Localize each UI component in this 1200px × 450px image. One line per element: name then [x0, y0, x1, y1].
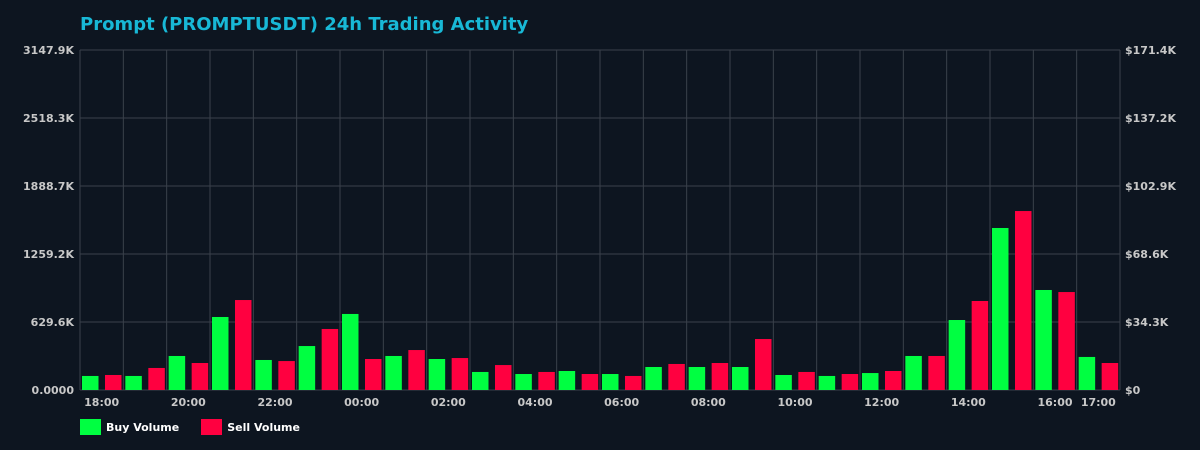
- bar-sell: [365, 359, 382, 390]
- x-tick-label: 12:00: [864, 396, 899, 409]
- y-tick-label-left: 0.0000: [32, 384, 75, 397]
- x-tick-label: 02:00: [431, 396, 466, 409]
- bar-sell: [278, 361, 295, 390]
- bar-sell: [1101, 362, 1119, 390]
- x-tick-label: 18:00: [84, 396, 119, 409]
- y-tick-label-left: 3147.9K: [23, 44, 74, 57]
- legend-label-sell: Sell Volume: [227, 420, 300, 434]
- y-tick-label-right: $68.6K: [1125, 248, 1169, 261]
- x-tick-label: 10:00: [777, 396, 812, 409]
- x-tick-label: 08:00: [691, 396, 726, 409]
- bar-sell: [885, 370, 902, 390]
- bar-buy: [515, 374, 532, 390]
- bar-buy: [602, 374, 619, 390]
- legend: Buy Volume Sell Volume: [80, 419, 300, 435]
- y-tick-label-right: $0: [1125, 384, 1141, 397]
- bar-buy: [342, 313, 359, 390]
- y-tick-label-left: 1888.7K: [23, 180, 74, 193]
- bar-buy: [775, 374, 792, 390]
- y-tick-label-left: 629.6K: [31, 316, 75, 329]
- bar-buy: [862, 373, 879, 390]
- y-tick-label-right: $102.9K: [1125, 180, 1176, 193]
- y-tick-label-right: $171.4K: [1125, 44, 1176, 57]
- bar-sell: [538, 371, 555, 390]
- bar-sell: [191, 362, 209, 390]
- bar-sell: [581, 374, 599, 390]
- bar-sell: [755, 339, 772, 390]
- bar-buy: [905, 355, 922, 390]
- bar-sell: [711, 362, 729, 390]
- x-tick-label: 06:00: [604, 396, 639, 409]
- bar-buy: [818, 375, 836, 390]
- y-tick-label-right: $34.3K: [1125, 316, 1169, 329]
- bar-buy: [212, 316, 229, 390]
- bar-sell: [408, 350, 425, 390]
- bar-sell: [625, 375, 642, 390]
- bar-buy: [992, 227, 1009, 390]
- y-tick-label-right: $137.2K: [1125, 112, 1176, 125]
- bar-buy: [645, 366, 662, 390]
- bar-sell: [148, 367, 165, 390]
- bar-buy: [732, 366, 749, 390]
- legend-item-sell: Sell Volume: [201, 419, 300, 435]
- x-tick-label: 16:00: [1037, 396, 1072, 409]
- bar-buy: [1035, 289, 1052, 390]
- bar-sell: [321, 328, 339, 390]
- bar-sell: [235, 300, 252, 390]
- x-tick-label: 22:00: [257, 396, 292, 409]
- bar-sell: [971, 301, 989, 390]
- bar-buy: [125, 375, 142, 390]
- x-tick-label: 17:00: [1081, 396, 1116, 409]
- buy-swatch: [80, 419, 101, 435]
- bar-buy: [948, 320, 966, 390]
- legend-item-buy: Buy Volume: [80, 419, 179, 435]
- bar-buy: [472, 371, 489, 390]
- bar-buy: [1078, 356, 1096, 390]
- x-tick-label: 04:00: [517, 396, 552, 409]
- bar-buy: [558, 370, 576, 390]
- bar-sell: [105, 374, 122, 390]
- bar-buy: [688, 366, 706, 390]
- bar-sell: [1015, 211, 1032, 390]
- y-tick-label-left: 2518.3K: [23, 112, 74, 125]
- bar-buy: [385, 355, 402, 390]
- x-tick-label: 00:00: [344, 396, 379, 409]
- bar-sell: [668, 363, 685, 390]
- bar-sell: [495, 365, 512, 390]
- bar-sell: [798, 371, 815, 390]
- x-tick-label: 20:00: [171, 396, 206, 409]
- bar-buy: [298, 346, 316, 390]
- x-tick-label: 14:00: [951, 396, 986, 409]
- bar-buy: [168, 355, 186, 390]
- bar-buy: [82, 375, 99, 390]
- bar-sell: [1058, 292, 1075, 390]
- y-tick-label-left: 1259.2K: [23, 248, 74, 261]
- bar-buy: [255, 359, 272, 390]
- chart-title: Prompt (PROMPTUSDT) 24h Trading Activity: [80, 14, 529, 35]
- bar-buy: [428, 359, 446, 390]
- bar-sell: [451, 358, 469, 390]
- bar-sell: [928, 355, 945, 390]
- sell-swatch: [201, 419, 223, 435]
- legend-label-buy: Buy Volume: [106, 420, 180, 434]
- bar-sell: [841, 374, 859, 390]
